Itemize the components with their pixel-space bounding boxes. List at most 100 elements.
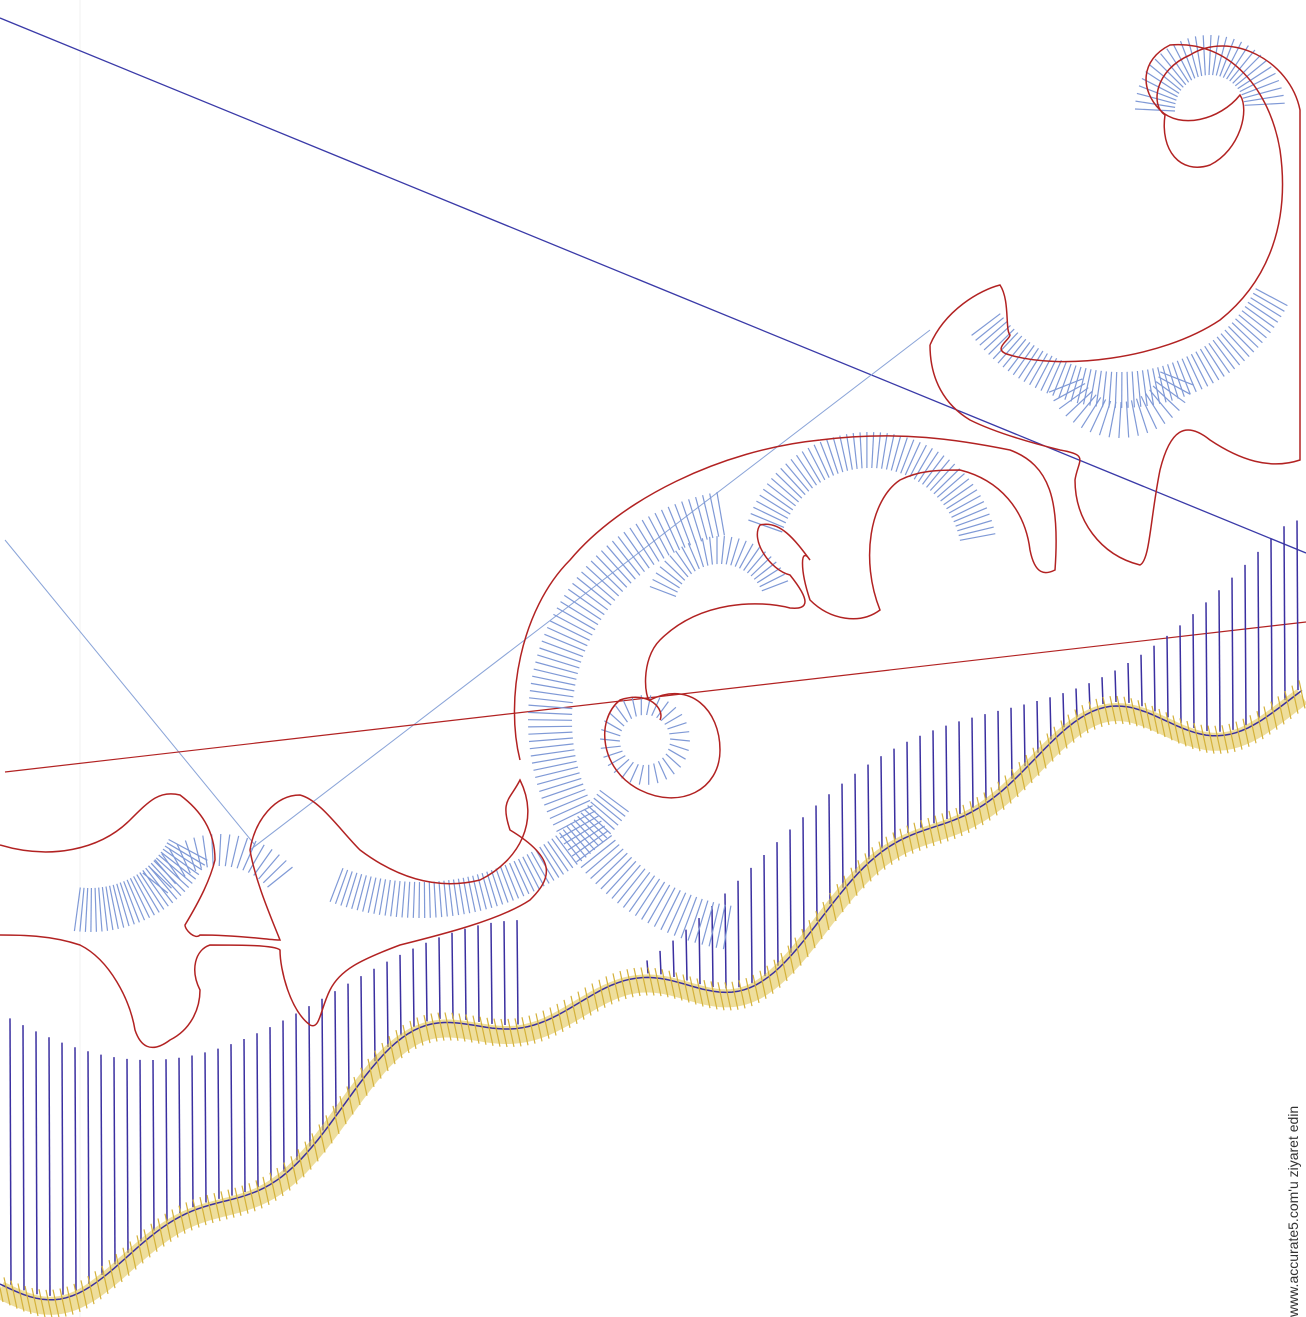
satin-stitch [1283, 526, 1286, 701]
border-stitch [787, 945, 795, 974]
fill-stitch-lower-sweep [566, 826, 591, 855]
border-stitch [612, 973, 620, 1002]
border-stitch [696, 978, 704, 1007]
satin-stitch [789, 829, 792, 953]
fill-stitch-upper-swirl [1220, 333, 1245, 362]
fill-stitch-main-scroll [694, 900, 709, 943]
fill-stitch-lower-sweep [495, 868, 509, 903]
fill-stitch-lower-sweep [362, 876, 372, 912]
border-stitch [703, 980, 711, 1009]
fill-stitch-upper-swirl [1101, 371, 1107, 408]
border-stitch [1193, 723, 1201, 752]
fill-stitch-main-scroll [595, 852, 628, 885]
border-stitch [514, 1018, 522, 1047]
border-stitch [1130, 698, 1138, 727]
fill-stitch-upper-arm [922, 455, 945, 485]
fill-stitch-lower-sweep [452, 879, 460, 916]
border-stitch [794, 937, 802, 966]
fill-stitch-upper-swirl [1244, 306, 1275, 328]
fill-stitch-inner-curl [659, 566, 683, 585]
satin-stitch [373, 968, 376, 1062]
border-stitch [584, 987, 592, 1016]
border-stitch [780, 952, 788, 982]
fill-stitch-main-scroll [536, 772, 580, 785]
fill-stitch-lower-sweep [334, 869, 349, 905]
border-stitch [570, 995, 578, 1024]
satin-stitch [490, 922, 493, 1024]
border-stitch [1179, 718, 1187, 747]
fill-stitch-lower-sweep [526, 854, 545, 887]
fill-stitch-top-curl [1154, 58, 1184, 88]
satin-stitch [295, 1013, 298, 1161]
satin-stitch [724, 893, 727, 989]
satin-stitch [9, 1018, 12, 1285]
fill-stitch-lower-sweep [401, 881, 406, 918]
border-stitch [346, 1086, 354, 1115]
fill-stitch-main-scroll [722, 905, 732, 950]
fill-stitch-lower-sweep [509, 862, 525, 897]
satin-stitch [841, 783, 844, 888]
fill-stitch-small-curl [651, 697, 661, 717]
satin-stitch [776, 842, 779, 966]
fill-stitch-upper-swirl [1190, 353, 1209, 387]
fill-stitch-main-scroll [585, 565, 620, 597]
satin-stitch [1244, 564, 1247, 726]
border-stitch [717, 982, 725, 1011]
fill-stitch-layer [73, 34, 1288, 950]
fill-stitch-left-drop [230, 835, 240, 868]
border-stitch [983, 792, 991, 821]
border-stitch [850, 867, 858, 896]
fill-stitch-right-drop [1072, 394, 1097, 423]
border-stitch [486, 1017, 494, 1046]
fill-stitch-small-curl [656, 701, 669, 719]
fill-stitch-main-scroll [571, 830, 609, 857]
guide-line-light-2 [249, 329, 931, 851]
fill-stitch-main-scroll [528, 711, 573, 715]
fill-stitch-main-scroll [660, 890, 681, 931]
satin-stitch [347, 983, 350, 1096]
fill-stitch-lower-sweep [551, 838, 574, 869]
fill-stitch-lower-sweep [517, 858, 535, 892]
fill-stitch-inner-curl [655, 572, 680, 589]
fill-stitch-right-drop [1158, 376, 1191, 395]
border-stitch [1277, 696, 1285, 725]
satin-stitch [971, 717, 974, 808]
border-stitch [234, 1187, 242, 1216]
satin-stitch [893, 748, 896, 840]
fill-stitch-upper-arm [904, 441, 921, 476]
fill-stitch-left-scroll [133, 876, 155, 916]
guide-line-dark [0, 17, 1306, 554]
border-stitch [423, 1015, 431, 1044]
fill-stitch-lower-sweep [462, 877, 471, 914]
fill-stitch-main-scroll [535, 766, 579, 778]
fill-stitch-inner-curl [734, 540, 747, 567]
fill-stitch-lower-sweep [390, 880, 396, 917]
border-stitch [661, 969, 669, 998]
fill-stitch-lower-sweep [593, 797, 623, 822]
border-stitch [626, 969, 634, 998]
fill-stitch-lower-sweep [590, 801, 619, 826]
border-stitch [941, 813, 949, 842]
border-stitch [1032, 747, 1040, 776]
satin-stitch [204, 1052, 207, 1203]
fill-stitch-lower-sweep [340, 871, 353, 906]
fill-stitch-upper-arm [895, 437, 908, 472]
border-stitch [388, 1036, 396, 1065]
fill-stitch-top-curl [1212, 35, 1220, 76]
fill-stitch-upper-arm [951, 501, 985, 518]
fill-stitch-upper-swirl [988, 328, 1015, 355]
border-stitch [899, 828, 907, 857]
fill-stitch-upper-swirl [1235, 318, 1263, 344]
fill-stitch-main-scroll [715, 904, 726, 948]
fill-stitch-top-curl [1172, 44, 1193, 81]
fill-stitch-upper-arm [890, 435, 902, 471]
fill-stitch-main-scroll [687, 898, 703, 941]
fill-stitch-upper-arm [775, 472, 803, 499]
fill-stitch-upper-swirl [1162, 365, 1173, 401]
satin-stitch [152, 1059, 155, 1231]
border-stitch [1011, 768, 1019, 798]
fill-stitch-main-scroll [647, 884, 671, 924]
border-stitch [906, 825, 914, 854]
satin-stitch [1114, 670, 1117, 703]
